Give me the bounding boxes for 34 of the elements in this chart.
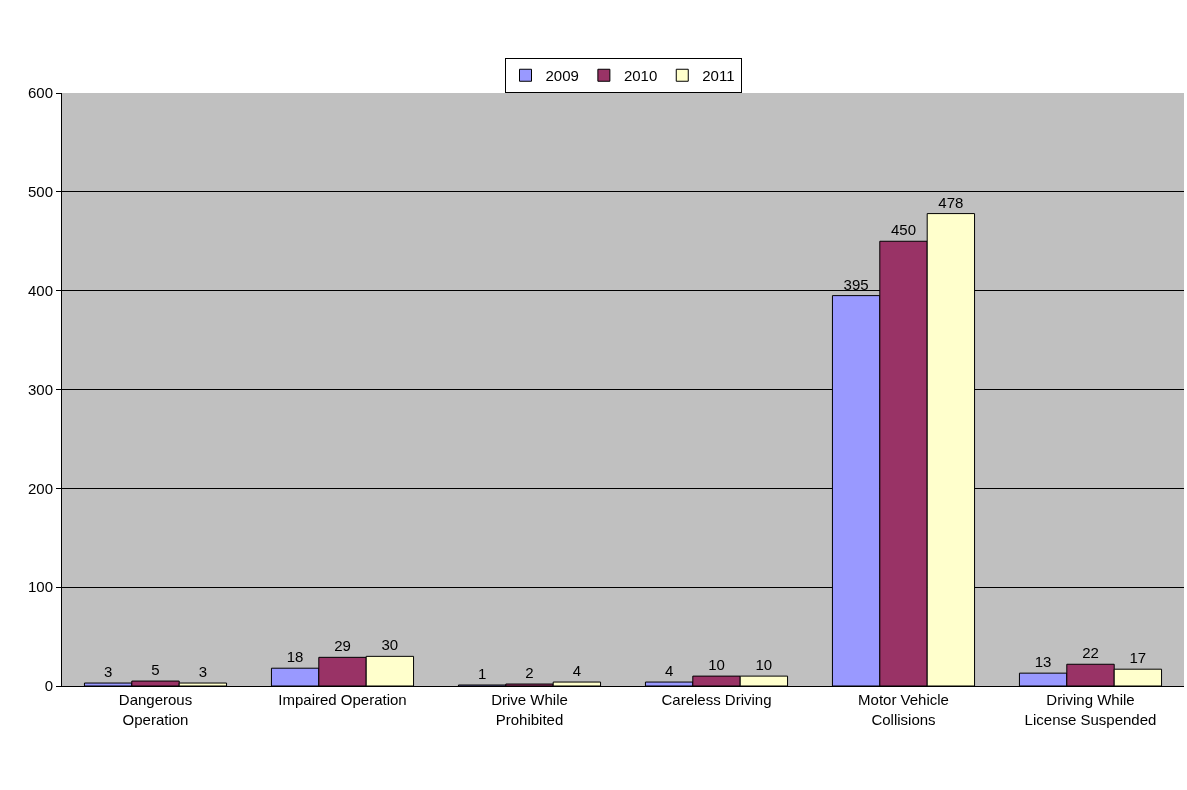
data-label: 13 bbox=[1034, 653, 1052, 671]
data-label: 10 bbox=[708, 656, 725, 674]
legend-label: 2009 bbox=[545, 67, 579, 85]
x-tick-label: Dangerous Operation bbox=[118, 691, 193, 728]
data-label: 3 bbox=[198, 663, 208, 681]
x-tick-label: Drive While Prohibited bbox=[491, 691, 568, 728]
data-label: 1 bbox=[477, 665, 487, 683]
data-label: 450 bbox=[890, 221, 917, 239]
data-label: 4 bbox=[572, 662, 582, 680]
y-tick-label: 100 bbox=[27, 578, 53, 596]
data-label: 4 bbox=[664, 662, 674, 680]
y-tick-label: 0 bbox=[44, 677, 53, 695]
y-tick-label: 500 bbox=[27, 183, 53, 201]
data-label: 22 bbox=[1082, 644, 1099, 662]
x-tick-label: Motor Vehicle Collisions bbox=[858, 691, 949, 728]
data-label: 29 bbox=[334, 637, 351, 655]
y-tick-label: 200 bbox=[27, 479, 53, 497]
data-label: 30 bbox=[381, 636, 399, 654]
legend-label: 2010 bbox=[623, 67, 658, 85]
data-label: 3 bbox=[103, 663, 113, 681]
x-tick-label: Impaired Operation bbox=[278, 691, 407, 708]
data-label: 5 bbox=[151, 661, 160, 679]
y-tick-label: 400 bbox=[27, 281, 53, 299]
data-label: 17 bbox=[1129, 649, 1147, 667]
data-label: 18 bbox=[286, 648, 304, 666]
y-tick-label: 300 bbox=[27, 380, 53, 398]
x-tick-label: Careless Driving bbox=[661, 691, 772, 708]
data-label: 478 bbox=[938, 193, 964, 211]
y-tick-label: 600 bbox=[27, 84, 53, 102]
legend-label: 2011 bbox=[702, 67, 735, 85]
data-label: 10 bbox=[755, 656, 773, 674]
x-tick-label: Driving While License Suspended bbox=[1024, 691, 1157, 728]
data-label: 2 bbox=[525, 664, 534, 682]
data-label: 395 bbox=[843, 275, 869, 293]
